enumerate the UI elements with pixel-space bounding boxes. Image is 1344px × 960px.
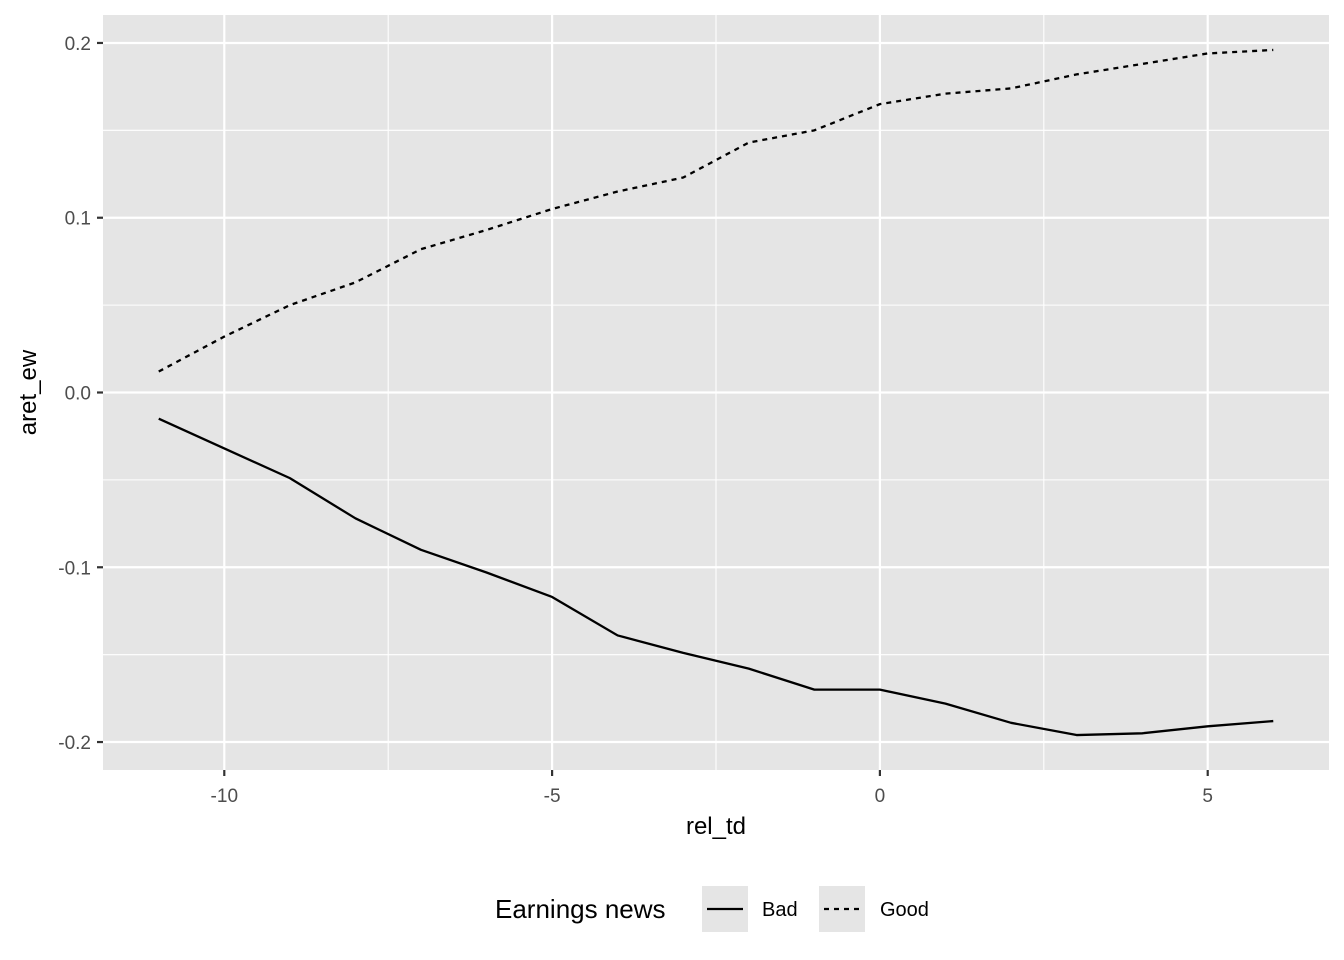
major-gridlines: [103, 15, 1329, 770]
legend-label-bad: Bad: [762, 899, 798, 921]
y-axis: -0.2 -0.1 0.0 0.1 0.2: [58, 34, 103, 754]
y-tick-label: -0.2: [58, 733, 91, 754]
legend: Earnings news Bad Good: [495, 886, 929, 932]
legend-label-good: Good: [880, 899, 929, 921]
series-line-good: [158, 48, 1274, 373]
y-tick-label: 0.1: [65, 209, 91, 230]
x-tick-label: 0: [875, 786, 886, 807]
x-axis: -10 -5 0 5: [211, 770, 1213, 807]
series-line-bad: [158, 417, 1274, 737]
legend-title: Earnings news: [495, 894, 666, 924]
y-tick-label: 0.2: [65, 34, 91, 55]
x-axis-title: rel_td: [686, 813, 746, 840]
x-tick-label: -10: [211, 786, 238, 807]
y-axis-title: aret_ew: [15, 349, 42, 435]
y-tick-label: 0.0: [65, 384, 91, 405]
y-tick-label: -0.1: [58, 558, 91, 579]
x-tick-label: 5: [1202, 786, 1213, 807]
x-tick-label: -5: [544, 786, 561, 807]
series-layer: [158, 48, 1274, 737]
